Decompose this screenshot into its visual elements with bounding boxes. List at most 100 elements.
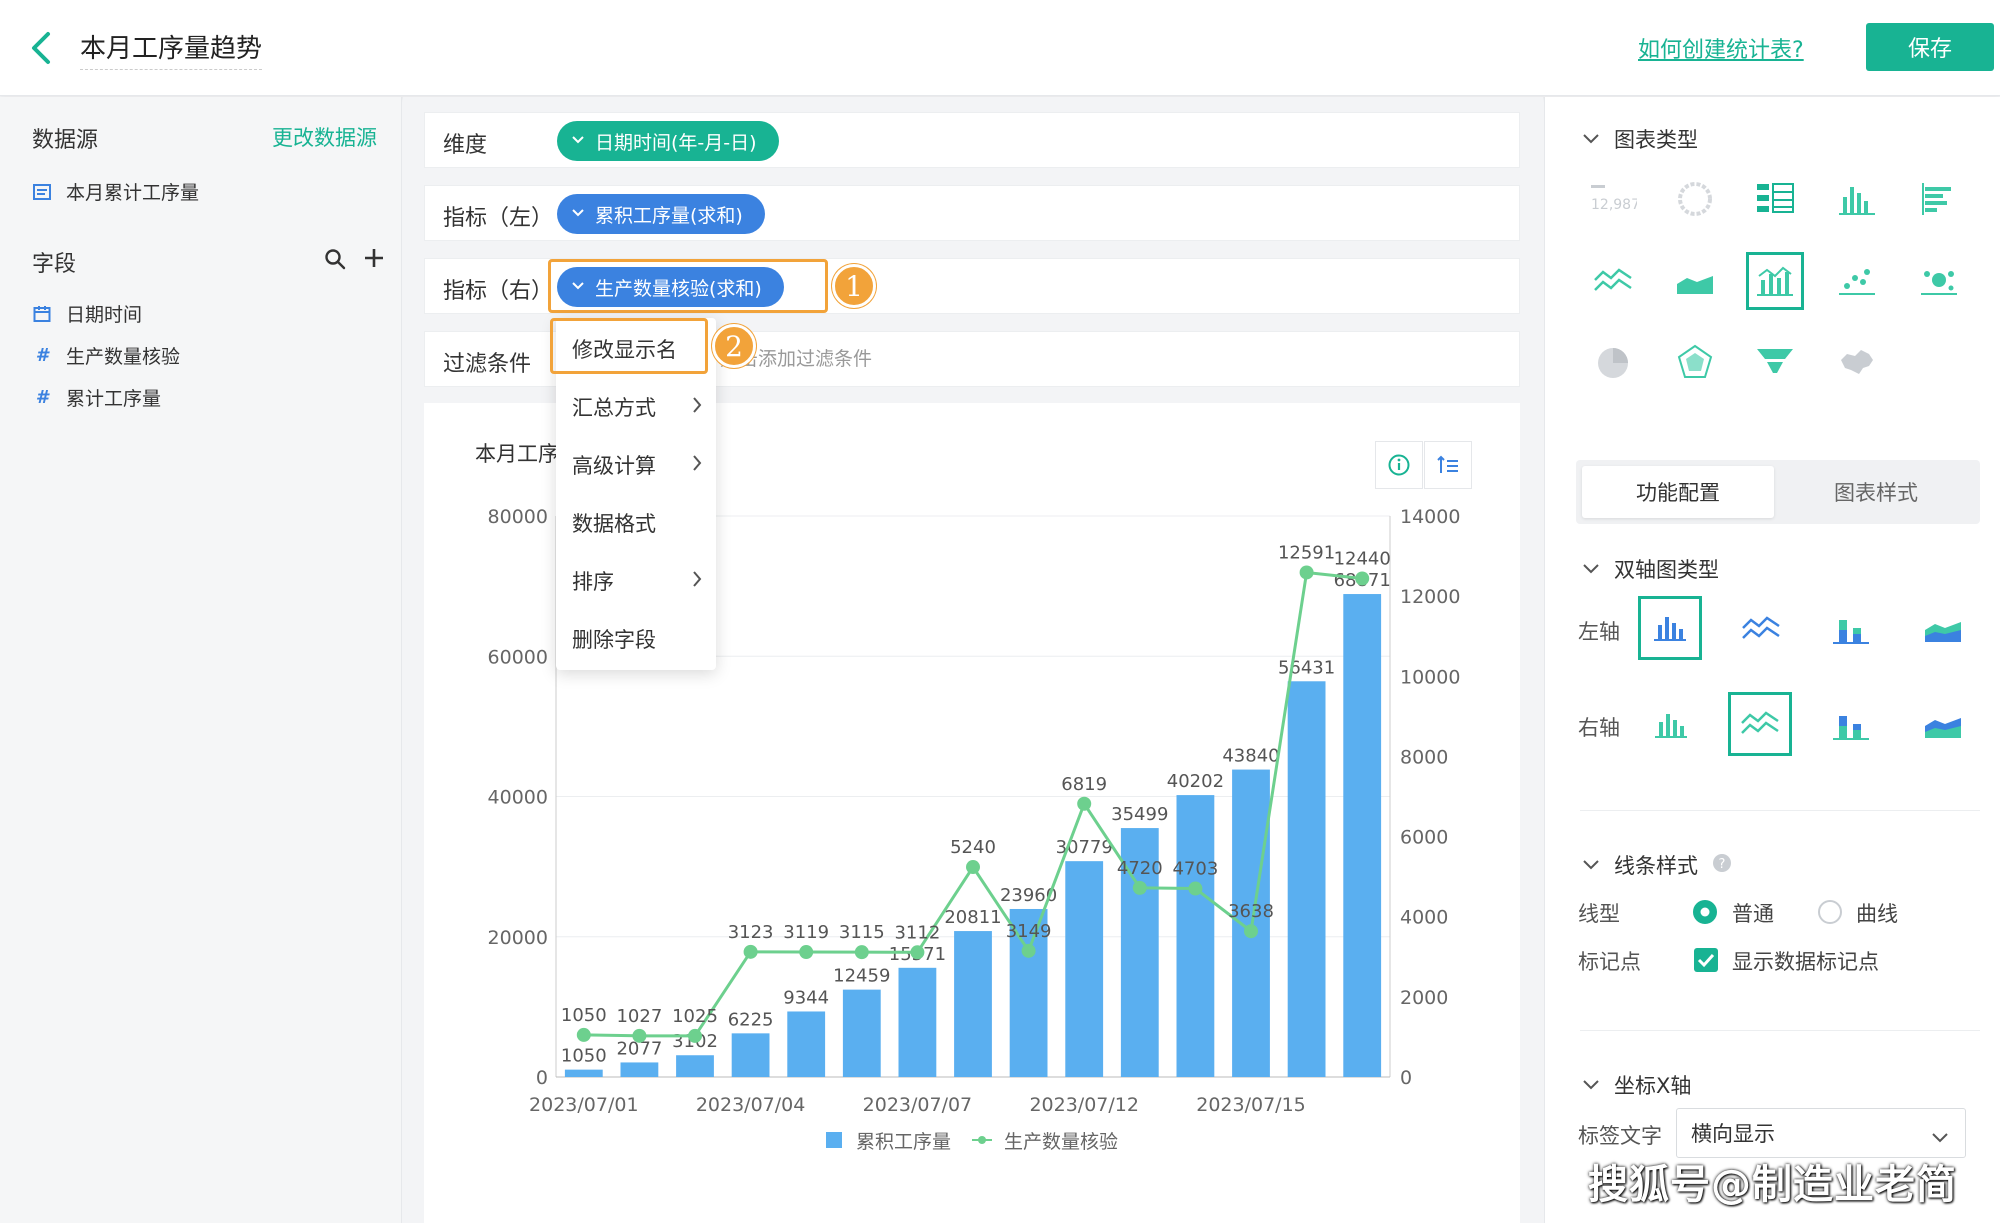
bar-data-label: 56431 (1278, 657, 1335, 678)
radio-curve-label: 曲线 (1856, 902, 1898, 926)
bar (842, 989, 881, 1077)
left-axis-area-option[interactable] (1914, 600, 1972, 658)
step-badge-2: 2 (712, 324, 756, 368)
kpi-card-icon[interactable]: 12,987 (1584, 170, 1642, 228)
filter-placeholder[interactable]: 点击添加过滤条件 (720, 348, 873, 370)
x-tick-label: 2023/07/04 (696, 1094, 806, 1116)
page-title[interactable]: 本月工序量趋势 (80, 28, 263, 70)
line-point (632, 1028, 647, 1043)
datasource-item[interactable]: 本月累计工序量 (32, 178, 199, 205)
metric-right-pill-label: 生产数量核验(求和) (595, 277, 762, 300)
area-chart-icon[interactable] (1666, 252, 1724, 310)
line-data-label: 4720 (1117, 858, 1163, 879)
bar-chart-icon[interactable] (1828, 170, 1886, 228)
radio-normal[interactable] (1693, 900, 1717, 924)
tab-function-config[interactable]: 功能配置 (1582, 466, 1774, 518)
help-icon[interactable]: ? (1712, 853, 1732, 878)
radio-curve[interactable] (1818, 900, 1842, 924)
save-button[interactable]: 保存 (1866, 23, 1994, 71)
marker-checkbox[interactable] (1694, 948, 1718, 972)
svg-text:?: ? (1719, 857, 1726, 872)
x-tick-label: 2023/07/01 (529, 1094, 639, 1116)
field-item-cumulative[interactable]: # 累计工序量 (32, 384, 161, 411)
marker-checkbox-label: 显示数据标记点 (1732, 950, 1879, 974)
metric-left-label: 指标（左） (443, 206, 554, 231)
fields-title: 字段 (32, 252, 77, 277)
scatter-chart-icon[interactable] (1828, 252, 1886, 310)
chevron-down-icon (1931, 1125, 1949, 1149)
right-axis-area-option[interactable] (1914, 696, 1972, 754)
menu-item-data-format[interactable]: 数据格式 (572, 508, 702, 538)
y-left-tick-label: 60000 (488, 646, 548, 668)
watermark: 搜狐号@制造业老简 (1588, 1162, 1957, 1208)
chart-type-section[interactable]: 图表类型 (1582, 124, 1698, 154)
bar (1287, 681, 1326, 1077)
bar (1343, 594, 1382, 1077)
info-icon[interactable] (1375, 441, 1423, 489)
label-orientation-select[interactable]: 横向显示 (1676, 1108, 1966, 1158)
bar-data-label: 40202 (1167, 771, 1224, 792)
map-chart-icon[interactable] (1828, 334, 1886, 392)
divider (1580, 1030, 1980, 1031)
add-field-icon[interactable] (362, 246, 386, 270)
x-tick-label: 2023/07/12 (1029, 1094, 1139, 1116)
change-datasource-link[interactable]: 更改数据源 (272, 126, 377, 150)
field-label: 累计工序量 (66, 388, 162, 410)
dual-axis-chart-icon[interactable] (1746, 252, 1804, 310)
field-item-datetime[interactable]: 日期时间 (32, 300, 142, 327)
menu-item-advanced-calc[interactable]: 高级计算 (572, 450, 702, 480)
left-axis-bar-option[interactable] (1638, 596, 1702, 660)
menu-item-label: 汇总方式 (572, 396, 656, 420)
y-left-tick-label: 20000 (488, 927, 548, 949)
funnel-chart-icon[interactable] (1746, 334, 1804, 392)
right-axis-stacked-option[interactable] (1822, 696, 1880, 754)
left-axis-stacked-option[interactable] (1822, 600, 1880, 658)
menu-item-sort[interactable]: 排序 (572, 566, 702, 596)
gauge-icon[interactable] (1666, 170, 1724, 228)
dimension-pill[interactable]: 日期时间(年-月-日) (557, 121, 779, 161)
right-axis-bar-option[interactable] (1642, 696, 1700, 754)
horizontal-bar-icon[interactable] (1910, 170, 1968, 228)
pie-chart-icon[interactable] (1584, 334, 1642, 392)
line-point (799, 945, 814, 960)
line-data-label: 1025 (672, 1006, 718, 1027)
line-point (1299, 565, 1314, 580)
menu-item-label: 删除字段 (572, 628, 656, 652)
table-chart-icon[interactable] (1746, 170, 1804, 228)
right-axis-line-option[interactable] (1728, 692, 1792, 756)
radio-normal-label: 普通 (1732, 902, 1774, 926)
section-title: 坐标X轴 (1614, 1074, 1692, 1098)
chevron-down-icon (1582, 129, 1600, 150)
menu-item-delete-field[interactable]: 删除字段 (572, 624, 702, 654)
sort-icon[interactable] (1424, 441, 1472, 489)
line-style-section[interactable]: 线条样式 ? (1582, 850, 1732, 880)
y-right-tick-label: 10000 (1400, 666, 1460, 688)
dual-axis-section[interactable]: 双轴图类型 (1582, 554, 1719, 584)
bubble-chart-icon[interactable] (1910, 252, 1968, 310)
left-axis-line-option[interactable] (1732, 600, 1790, 658)
x-axis-section[interactable]: 坐标X轴 (1582, 1070, 1691, 1100)
dimension-row: 维度 日期时间(年-月-日) (424, 112, 1520, 168)
tab-chart-style[interactable]: 图表样式 (1834, 481, 1918, 505)
legend-label: 累积工序量 (856, 1131, 951, 1153)
back-arrow-icon[interactable] (26, 30, 56, 66)
radar-chart-icon[interactable] (1666, 334, 1724, 392)
y-right-tick-label: 0 (1400, 1067, 1412, 1089)
search-icon[interactable] (324, 248, 346, 270)
line-data-label: 3149 (1006, 921, 1052, 942)
line-data-label: 5240 (950, 837, 996, 858)
line-chart-icon[interactable] (1584, 252, 1642, 310)
metric-left-pill[interactable]: 累积工序量(求和) (557, 194, 765, 234)
metric-right-pill[interactable]: 生产数量核验(求和) (557, 267, 784, 307)
field-label: 日期时间 (66, 304, 143, 326)
field-label: 生产数量核验 (66, 346, 181, 368)
highlight-box-1 (548, 259, 828, 313)
datasource-title: 数据源 (32, 128, 99, 153)
menu-item-aggregation[interactable]: 汇总方式 (572, 392, 702, 422)
menu-item-rename[interactable]: 修改显示名 (572, 334, 702, 364)
right-axis-label: 右轴 (1578, 716, 1620, 740)
line-data-label: 12440 (1334, 549, 1391, 570)
help-link[interactable]: 如何创建统计表? (1638, 38, 1804, 63)
field-item-quantity-check[interactable]: # 生产数量核验 (32, 342, 180, 369)
